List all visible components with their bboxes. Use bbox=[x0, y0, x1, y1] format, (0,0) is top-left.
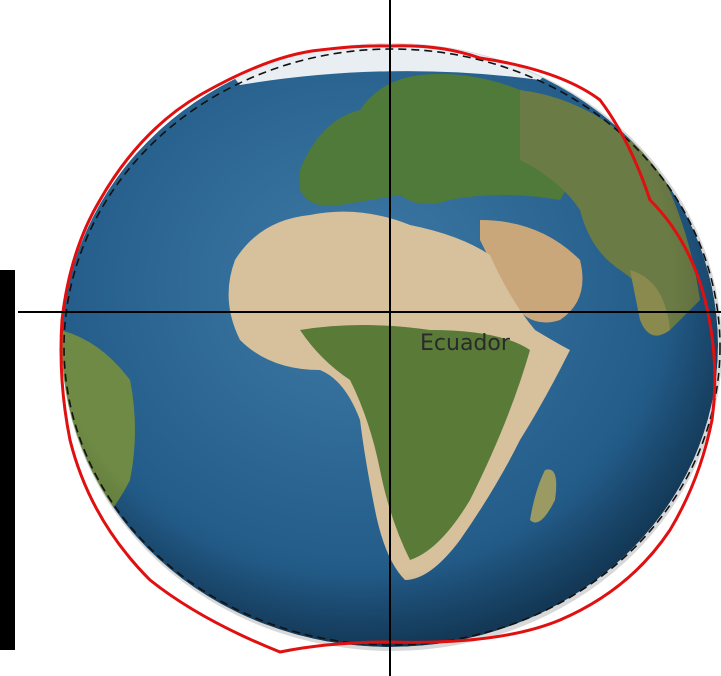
reference-ellipse bbox=[63, 48, 721, 646]
globe bbox=[62, 43, 718, 647]
equator-label: Ecuador bbox=[420, 331, 511, 356]
side-bar bbox=[0, 270, 15, 650]
